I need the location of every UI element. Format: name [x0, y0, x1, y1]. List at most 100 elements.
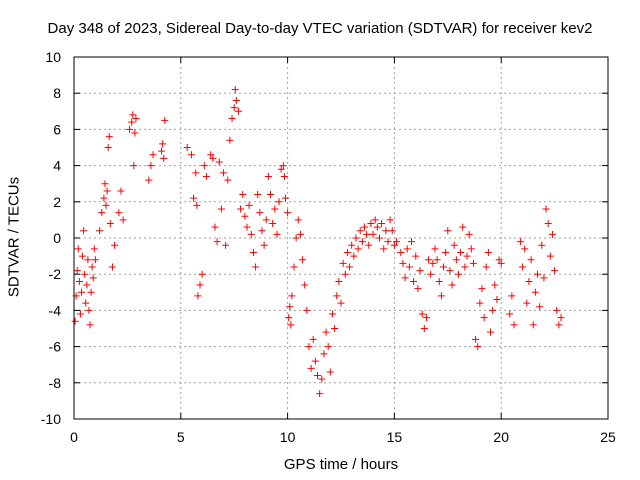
data-point [420, 325, 428, 332]
data-point [307, 364, 315, 372]
data-point [222, 241, 230, 249]
data-point [474, 343, 482, 351]
data-point [459, 223, 467, 231]
data-point [328, 310, 336, 318]
data-point [350, 252, 358, 260]
data-point [333, 292, 341, 300]
data-point [288, 292, 296, 300]
data-point [303, 306, 311, 314]
data-point [258, 227, 266, 235]
data-point [316, 390, 324, 398]
data-point [290, 263, 298, 271]
data-point [390, 241, 398, 249]
x-tick-label: 10 [280, 429, 296, 445]
data-point [198, 270, 206, 278]
data-point [183, 144, 191, 151]
data-point [74, 245, 82, 253]
data-point [285, 314, 293, 322]
x-tick-label: 25 [600, 429, 616, 445]
data-point [129, 111, 137, 119]
data-point [245, 201, 253, 209]
data-point [91, 256, 99, 264]
data-point [73, 267, 81, 275]
data-point [433, 256, 441, 264]
data-point [320, 350, 328, 358]
y-tick-label: -6 [49, 339, 62, 355]
data-point [228, 115, 236, 123]
data-point [472, 335, 480, 343]
data-point [380, 245, 388, 253]
data-point [87, 288, 95, 296]
data-point [378, 220, 386, 228]
data-point [309, 335, 317, 343]
data-point [159, 140, 167, 148]
data-point [287, 321, 295, 329]
data-point [284, 209, 292, 217]
data-point [280, 172, 288, 180]
data-point [414, 285, 422, 293]
data-point [239, 191, 247, 199]
data-point [89, 274, 97, 282]
y-tick-label: -8 [49, 375, 62, 391]
data-point [405, 263, 413, 271]
data-point [220, 169, 228, 177]
data-point [271, 205, 279, 213]
data-point [243, 223, 251, 231]
data-point [187, 151, 195, 159]
data-point [484, 248, 492, 256]
data-point [106, 220, 114, 228]
data-point [104, 144, 112, 151]
data-point [527, 256, 535, 264]
data-point [452, 256, 460, 264]
data-point [448, 281, 456, 289]
data-point [519, 263, 527, 271]
data-point [418, 310, 426, 318]
data-point [226, 136, 234, 144]
data-point [429, 259, 437, 267]
data-point [363, 230, 371, 238]
data-point [75, 277, 83, 285]
data-point [467, 245, 475, 253]
data-point [77, 288, 85, 296]
x-tick-label: 0 [70, 429, 78, 445]
data-point [388, 227, 396, 235]
data-point [360, 223, 368, 231]
data-point [382, 227, 390, 235]
data-point [508, 292, 516, 300]
data-point [80, 227, 88, 235]
y-tick-label: -4 [49, 302, 62, 318]
data-point [252, 263, 260, 271]
data-point [232, 96, 240, 104]
data-point [196, 281, 204, 289]
data-point [510, 321, 518, 329]
data-point [262, 216, 270, 224]
data-point [247, 230, 255, 238]
data-point [495, 256, 503, 264]
data-point [463, 252, 471, 260]
data-point [241, 212, 249, 220]
data-point [534, 270, 542, 278]
data-point [416, 267, 424, 275]
data-point [158, 147, 166, 155]
data-point [102, 201, 110, 209]
data-point [354, 245, 362, 253]
data-point [358, 238, 366, 246]
data-point [412, 252, 420, 260]
data-point [84, 256, 92, 264]
x-tick-label: 5 [177, 429, 185, 445]
tick-labels: 0 5 10 15 20 25 -10 -8 -6 -4 -2 0 2 4 6 8 10 [41, 49, 616, 445]
data-point [230, 104, 238, 112]
data-point [145, 176, 153, 184]
data-point [96, 227, 104, 235]
data-point [399, 259, 407, 267]
data-point [337, 299, 345, 307]
data-point [115, 209, 123, 217]
data-point [126, 125, 134, 133]
y-tick-label: 2 [53, 194, 61, 210]
data-point [497, 259, 505, 267]
data-point [538, 241, 546, 249]
data-point [454, 270, 462, 278]
grid-lines [74, 57, 608, 419]
data-point [119, 216, 127, 224]
data-point [281, 194, 289, 202]
